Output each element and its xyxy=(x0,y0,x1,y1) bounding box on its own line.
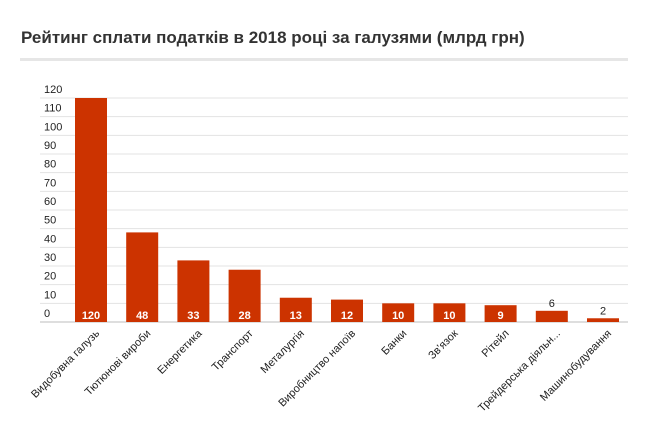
bar[interactable] xyxy=(177,260,210,322)
y-tick-label: 90 xyxy=(44,140,56,152)
bar[interactable] xyxy=(228,269,261,322)
bar[interactable] xyxy=(484,305,517,322)
data-label: 10 xyxy=(392,310,404,322)
x-category-label: Металургія xyxy=(259,328,307,376)
title-divider xyxy=(20,58,628,61)
x-category-label: Енергетика xyxy=(155,327,205,377)
y-tick-label: 0 xyxy=(44,308,50,320)
y-tick-label: 110 xyxy=(44,103,62,115)
y-tick-label: 50 xyxy=(44,215,56,227)
data-labels: 120 48 33 28 13 12 10 10 9 6 2 xyxy=(82,298,606,322)
chart-title: Рейтинг сплати податків в 2018 році за г… xyxy=(21,28,525,47)
y-tick-label: 10 xyxy=(44,289,56,301)
x-category-label: Транспорт xyxy=(210,328,256,374)
x-category-label: Зв'язок xyxy=(426,328,460,362)
bar[interactable] xyxy=(433,303,466,322)
bars xyxy=(75,98,619,322)
data-label: 28 xyxy=(238,310,250,322)
data-label: 10 xyxy=(443,310,455,322)
bar[interactable] xyxy=(535,310,568,322)
bar[interactable] xyxy=(126,232,159,322)
x-category-label: Банки xyxy=(379,328,409,358)
y-tick-label: 80 xyxy=(44,159,56,171)
data-label: 6 xyxy=(549,298,555,310)
data-label: 13 xyxy=(290,310,302,322)
x-category-label: Рітейл xyxy=(480,328,512,360)
y-tick-label: 70 xyxy=(44,177,56,189)
bar[interactable] xyxy=(75,98,107,322)
y-tick-label: 60 xyxy=(44,196,56,208)
bar[interactable] xyxy=(382,303,415,322)
y-tick-label: 40 xyxy=(44,233,56,245)
y-tick-label: 100 xyxy=(44,121,62,133)
bar[interactable] xyxy=(279,297,312,322)
data-label: 33 xyxy=(187,310,199,322)
data-label: 9 xyxy=(498,310,504,322)
bar[interactable] xyxy=(587,318,619,322)
bar[interactable] xyxy=(331,299,363,322)
data-label: 12 xyxy=(341,310,353,322)
data-label: 48 xyxy=(136,310,148,322)
y-tick-label: 20 xyxy=(44,271,56,283)
data-label: 120 xyxy=(82,310,100,322)
data-label: 2 xyxy=(600,305,606,317)
y-tick-label: 120 xyxy=(44,84,62,96)
y-axis-ticks: 0 10 20 30 40 50 60 70 80 90 100 110 120 xyxy=(44,84,62,320)
y-tick-label: 30 xyxy=(44,252,56,264)
